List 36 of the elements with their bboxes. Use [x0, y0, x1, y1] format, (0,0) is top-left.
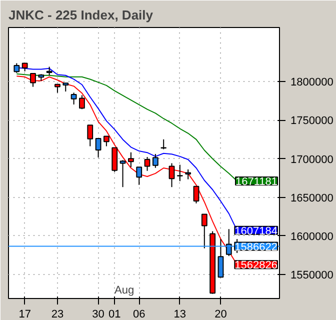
x-tick-label: 13	[174, 308, 186, 320]
y-tick-label: 1650000	[290, 192, 334, 204]
candlestick	[87, 124, 94, 147]
x-tick-label: 01	[108, 308, 121, 320]
candlestick	[168, 162, 175, 188]
candlestick	[218, 238, 224, 278]
candlestick	[14, 62, 20, 74]
x-tick-label: 23	[51, 308, 64, 320]
candlestick	[95, 138, 102, 158]
y-tick-label: 1600000	[290, 230, 334, 243]
candlestick	[120, 160, 126, 188]
y-tick-label: 1800000	[290, 76, 334, 89]
candlestick	[152, 153, 158, 168]
candlestick	[193, 186, 200, 204]
y-tick-label: 1700000	[290, 154, 334, 166]
x-tick-label: 06	[132, 308, 146, 320]
candlestick	[176, 164, 183, 182]
candlestick	[128, 152, 134, 168]
candlestick	[136, 166, 142, 186]
candlestick	[112, 147, 118, 172]
candlestick	[104, 136, 110, 147]
data-label: 1671181	[235, 176, 278, 188]
candlestick	[185, 168, 192, 180]
candlestick	[160, 138, 167, 150]
candlestick	[70, 92, 77, 105]
candlestick	[144, 156, 150, 172]
annotation: Aug	[114, 284, 134, 296]
candlestick	[79, 94, 85, 110]
x-tick-label: 20	[214, 308, 227, 320]
x-tick-label: 17	[18, 308, 31, 320]
candlestick	[201, 214, 208, 249]
chart-title: JNKC - 225 Index, Daily	[8, 8, 154, 22]
x-tick-label: 30	[92, 308, 104, 320]
y-tick-label: 1550000	[290, 270, 334, 282]
y-tick-label: 1750000	[290, 115, 334, 128]
candlestick	[226, 228, 232, 257]
